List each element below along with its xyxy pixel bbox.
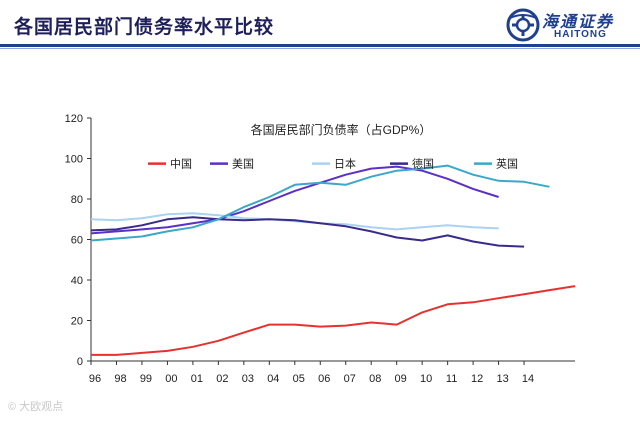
x-tick-label: 07 xyxy=(344,373,356,385)
legend-label: 日本 xyxy=(334,157,356,171)
header-divider xyxy=(0,44,640,47)
haitong-logo-icon xyxy=(506,8,540,42)
x-tick-label: 12 xyxy=(471,373,483,385)
logo-text-en: HAITONG xyxy=(554,29,607,40)
x-tick-label: 13 xyxy=(496,373,508,385)
x-tick-label: 01 xyxy=(191,373,203,385)
x-tick-label: 96 xyxy=(89,373,101,385)
y-tick-label: 80 xyxy=(71,194,83,206)
x-tick-label: 00 xyxy=(165,373,177,385)
series-line-英国 xyxy=(90,164,550,242)
x-tick-label: 08 xyxy=(369,373,381,385)
x-tick-label: 99 xyxy=(140,373,152,385)
legend-label: 英国 xyxy=(496,157,518,171)
chart-title: 各国居民部门负债率（占GDP%） xyxy=(251,122,432,137)
y-tick-label: 0 xyxy=(77,356,83,368)
legend-label: 美国 xyxy=(232,158,254,171)
page-title: 各国居民部门债务率水平比较 xyxy=(14,17,275,38)
x-tick-label: 10 xyxy=(420,373,432,385)
chart-axes: 0 20 40 60 80 100 120 96 98 99 00 01 02 03 04 05 06 07 08 0… xyxy=(65,113,575,385)
x-tick-label: 05 xyxy=(293,373,305,385)
x-tick-label: 98 xyxy=(114,373,126,385)
x-tick-label: 11 xyxy=(446,373,457,385)
series-line-中国 xyxy=(91,285,576,356)
header-divider-thin xyxy=(0,48,640,49)
logo-text-cn: 海通证券 xyxy=(542,14,615,31)
y-tick-label: 40 xyxy=(71,275,83,287)
x-tick-label: 06 xyxy=(318,373,330,385)
x-tick-label: 04 xyxy=(267,373,279,385)
legend-label: 德国 xyxy=(412,157,434,171)
legend-label: 中国 xyxy=(170,158,192,171)
x-tick-label: 02 xyxy=(216,373,228,385)
chart-series xyxy=(90,164,576,356)
watermark: © 大欧观点 xyxy=(8,401,64,413)
haitong-logo: 海通证券 HAITONG xyxy=(506,8,632,42)
x-tick-label: 09 xyxy=(395,373,407,385)
x-tick-label: 14 xyxy=(522,373,534,385)
series-line-美国 xyxy=(90,165,499,235)
y-tick-label: 20 xyxy=(71,316,83,328)
y-tick-label: 100 xyxy=(65,154,83,166)
y-tick-label: 60 xyxy=(71,235,83,247)
x-tick-label: 03 xyxy=(242,373,254,385)
series-line-德国 xyxy=(90,216,525,248)
y-tick-label: 120 xyxy=(65,113,83,125)
chart-legend: 中国 美国 日本 德国 英国 xyxy=(148,157,518,171)
